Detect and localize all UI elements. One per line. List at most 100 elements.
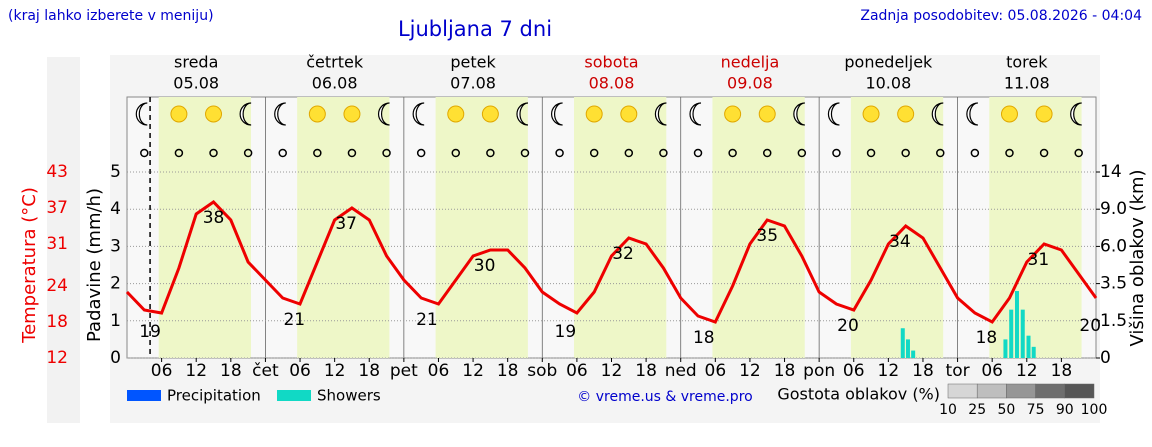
- precip-bar: [1003, 339, 1008, 358]
- y2-tick-label: 1.5: [1100, 311, 1127, 331]
- day-date: 05.08: [173, 74, 219, 93]
- x-tick-label: sob: [527, 361, 557, 381]
- day-name: nedelja: [721, 53, 780, 72]
- cloud-legend-box: [947, 383, 978, 399]
- day-name: sobota: [584, 53, 638, 72]
- extreme-label: 19: [139, 322, 161, 342]
- sun-icon: [308, 105, 326, 123]
- y2-tick-label: 0: [1100, 348, 1111, 368]
- legend-swatch: [127, 390, 161, 401]
- temp-axis-label: Temperatura (°C): [19, 187, 40, 344]
- extreme-label: 30: [474, 256, 496, 276]
- sun-icon: [481, 105, 499, 123]
- wind-mark: [693, 148, 703, 158]
- x-tick-label: 12: [1016, 361, 1038, 381]
- hint: (kraj lahko izberete v meniju): [8, 8, 214, 24]
- y2-tick-label: 3.5: [1100, 274, 1127, 294]
- side-panel: [47, 57, 80, 423]
- precip-bar: [1020, 309, 1025, 358]
- sun-icon: [724, 105, 742, 123]
- cloud-legend-label: 100: [1081, 402, 1108, 418]
- x-tick-label: 06: [843, 361, 865, 381]
- y-tick-label: 2: [110, 274, 121, 294]
- day-date: 09.08: [727, 74, 773, 93]
- day-date: 10.08: [865, 74, 911, 93]
- x-tick-label: 12: [324, 361, 346, 381]
- sun-icon: [170, 105, 188, 123]
- wind-mark: [382, 148, 391, 158]
- temperature-line: [125, 200, 1098, 324]
- wind-mark: [797, 148, 807, 158]
- x-tick-label: 06: [981, 361, 1003, 381]
- title: Ljubljana 7 dni: [398, 17, 552, 41]
- wind-mark: [174, 148, 184, 158]
- day-name: torek: [1006, 53, 1048, 72]
- x-tick-label: 12: [878, 361, 900, 381]
- daylight-band: [574, 97, 667, 358]
- precip-bar: [911, 350, 916, 358]
- wind-mark: [416, 148, 426, 158]
- daylight-band: [712, 97, 805, 358]
- extreme-label: 31: [1028, 250, 1050, 270]
- y-axis-label: Padavine (mm/h): [84, 188, 105, 342]
- y2-tick-label: 9.0: [1100, 199, 1127, 219]
- x-tick-label: 06: [151, 361, 173, 381]
- x-tick-label: pon: [803, 361, 835, 381]
- wind-mark: [832, 148, 841, 158]
- extreme-label: 20: [837, 316, 859, 336]
- wind-mark: [140, 148, 149, 158]
- day-date: 06.08: [312, 74, 358, 93]
- legend-swatch: [277, 390, 311, 401]
- x-tick-label: 12: [462, 361, 484, 381]
- daylight-band: [435, 97, 528, 358]
- wind-mark: [520, 148, 530, 158]
- x-tick-label: 12: [601, 361, 623, 381]
- wind-mark: [624, 148, 634, 158]
- x-tick-label: 18: [774, 361, 796, 381]
- extreme-label: 32: [612, 244, 634, 264]
- x-tick-label: 12: [185, 361, 207, 381]
- daylight-band: [158, 97, 252, 358]
- x-tick-label: 06: [428, 361, 450, 381]
- day-name: četrtek: [306, 53, 364, 72]
- temp-tick-label: 12: [46, 348, 68, 368]
- y2-axis-label: Višina oblakov (km): [1127, 169, 1148, 346]
- y2-tick-label: 14: [1100, 162, 1122, 182]
- wind-mark: [555, 148, 564, 158]
- extreme-label: 21: [283, 310, 305, 330]
- wind-mark: [451, 148, 461, 158]
- day-date: 08.08: [589, 74, 635, 93]
- extreme-label: 18: [976, 328, 998, 348]
- moon-icon: [793, 102, 805, 126]
- daylight-band: [989, 97, 1082, 358]
- wind-mark: [1074, 148, 1083, 158]
- sun-icon: [1035, 105, 1053, 123]
- y-tick-label: 5: [110, 162, 121, 182]
- cloud-legend-title: Gostota oblakov (%): [777, 385, 940, 404]
- x-tick-label: 18: [1051, 361, 1073, 381]
- y-tick-label: 4: [110, 199, 121, 219]
- cloud-legend-box: [1035, 383, 1066, 399]
- cloud-legend-box: [1064, 383, 1095, 399]
- y-tick-label: 0: [110, 348, 121, 368]
- extreme-label: 18: [693, 328, 715, 348]
- moon-icon: [827, 102, 840, 126]
- wind-mark: [313, 148, 322, 158]
- temp-tick-label: 18: [46, 312, 68, 332]
- y-tick-label: 1: [110, 311, 121, 331]
- wind-mark: [866, 148, 876, 158]
- daylight-band: [850, 97, 944, 358]
- wind-mark: [659, 148, 668, 158]
- precip-bar: [905, 339, 910, 358]
- wind-mark: [486, 148, 495, 158]
- wind-mark: [347, 148, 357, 158]
- extreme-label: 21: [416, 310, 438, 330]
- temp-tick-label: 31: [46, 234, 68, 254]
- x-tick-label: tor: [946, 361, 970, 381]
- extreme-label: 38: [203, 208, 225, 228]
- precip-bar: [1009, 309, 1014, 358]
- moon-icon: [239, 102, 252, 126]
- wind-mark: [1039, 148, 1049, 158]
- sun-icon: [205, 105, 223, 123]
